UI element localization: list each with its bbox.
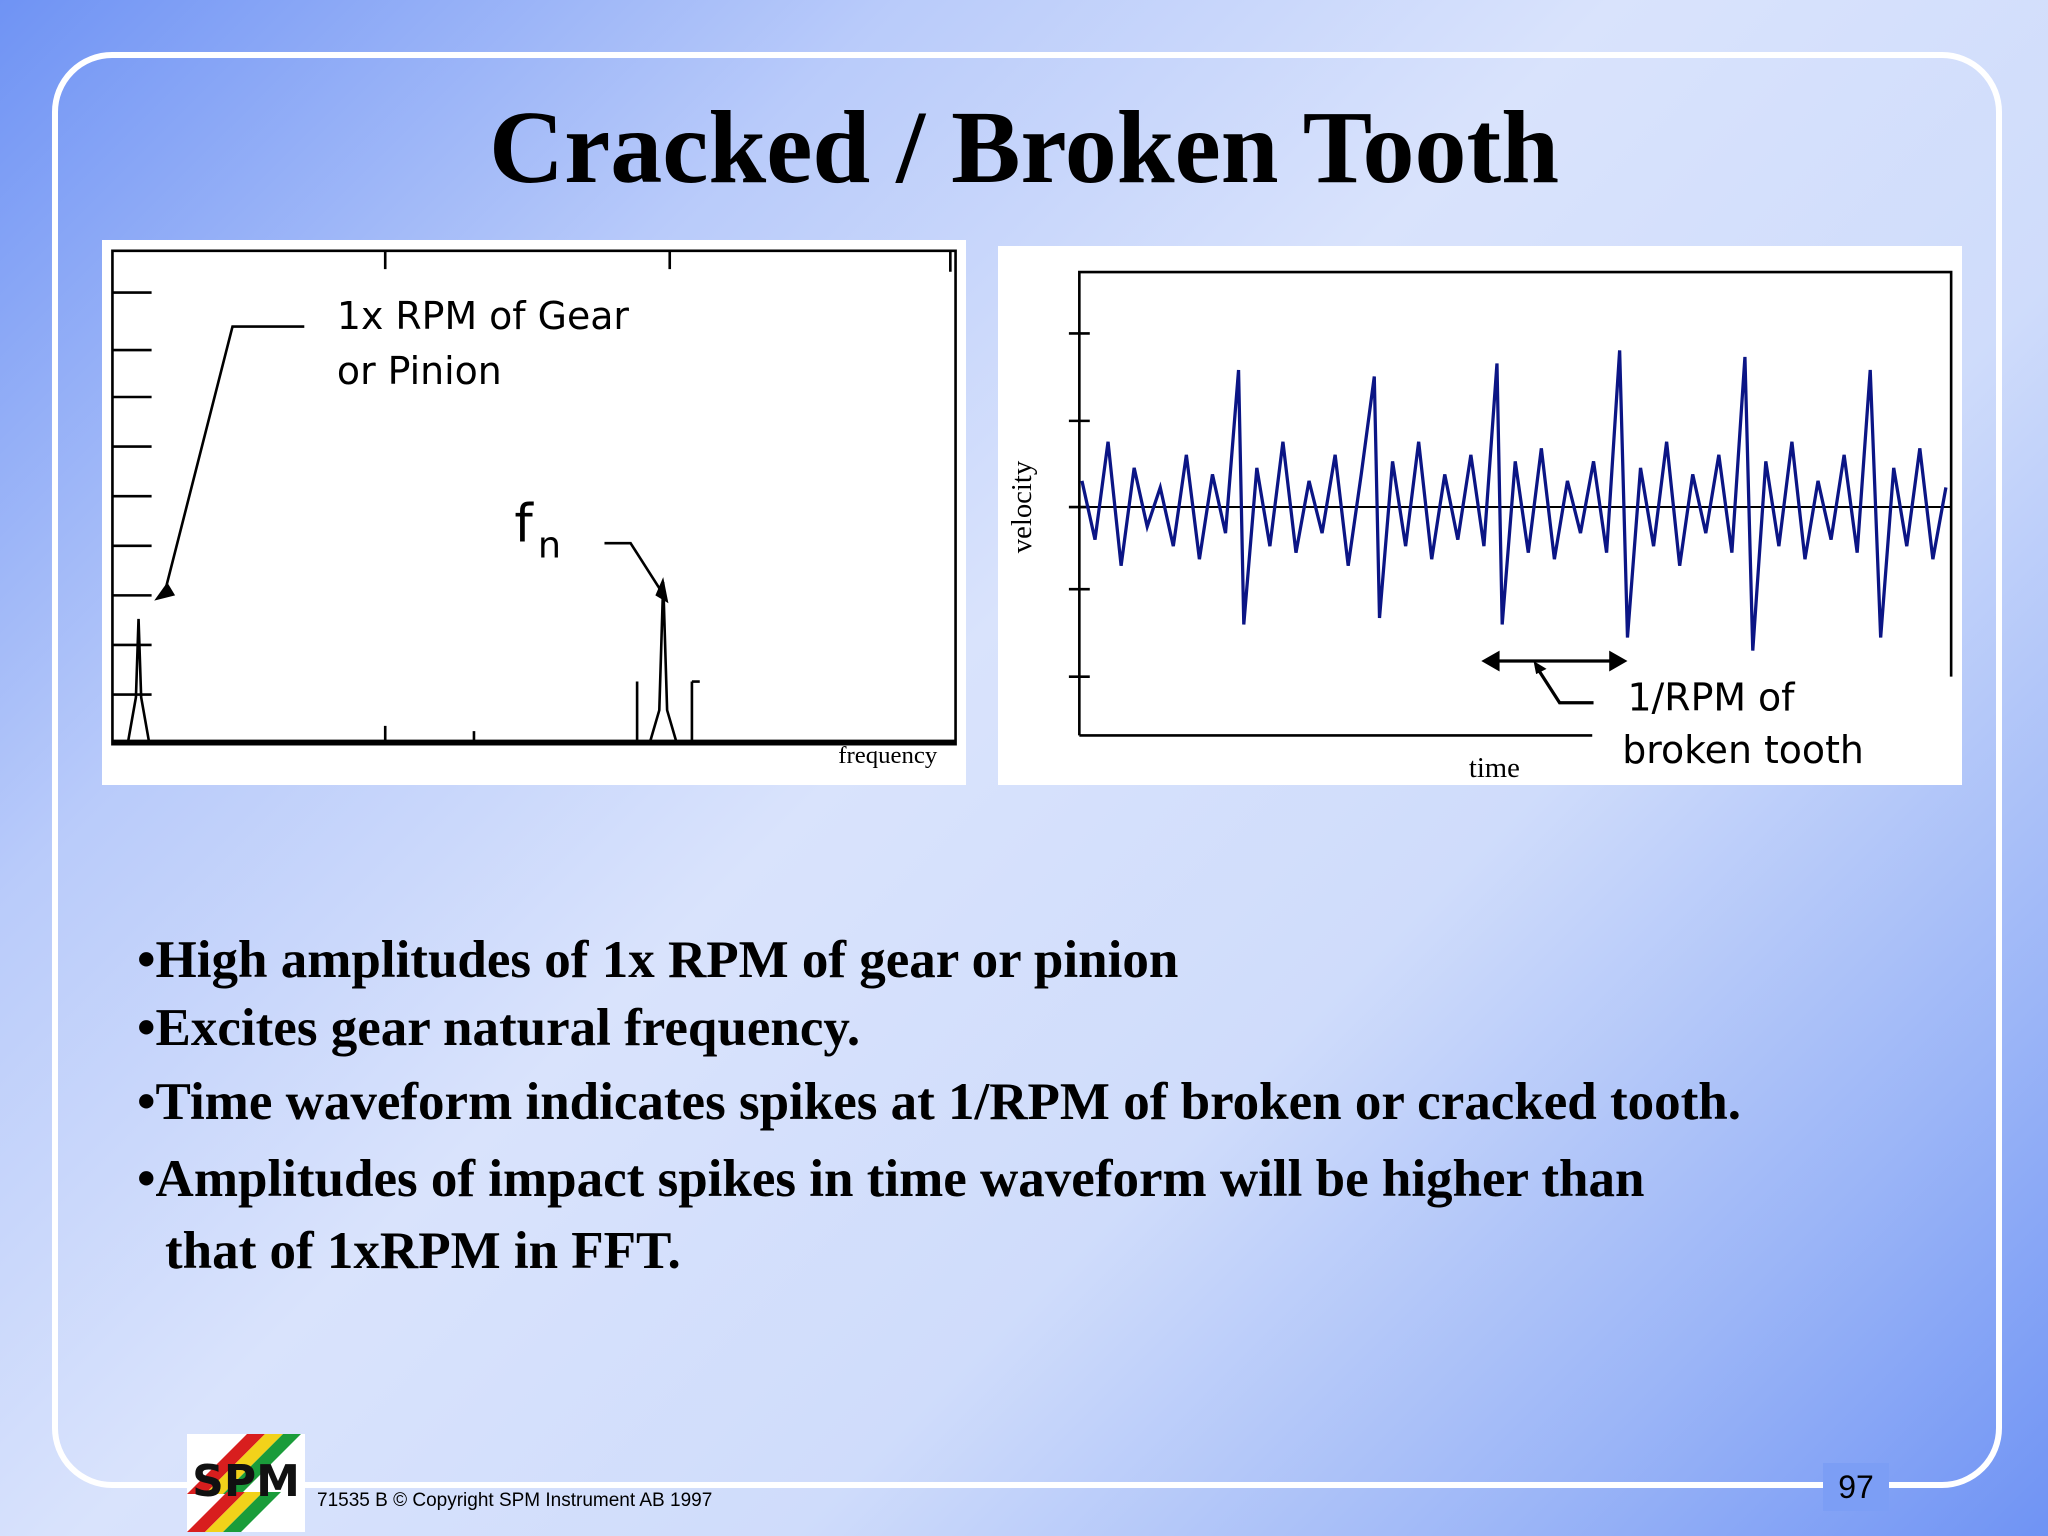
annotation: or Pinion — [337, 349, 502, 393]
peak-label: f — [514, 495, 534, 555]
bullet-list: •High amplitudes of 1x RPM of gear or pi… — [137, 925, 1741, 1281]
peak-label-subscript: n — [538, 524, 561, 567]
waveform-figure: velocity time 1/RPM of broken tooth — [998, 246, 1962, 785]
slide-frame — [52, 52, 2002, 1488]
bullet-text: •Time waveform indicates spikes at 1/RPM… — [137, 1073, 1742, 1131]
arrowhead — [655, 577, 669, 604]
page-number: 97 — [1823, 1463, 1889, 1511]
bullet-text: •Excites gear natural frequency. — [137, 999, 861, 1057]
spectrum-figure: 1x RPM of Gear or Pinion f n frequency — [102, 240, 966, 785]
bullet: •Excites gear natural frequency. — [137, 993, 1741, 1063]
logo: SPM — [187, 1434, 305, 1532]
bullet-text: •High amplitudes of 1x RPM of gear or pi… — [137, 931, 1179, 989]
logo-text: SPM — [192, 1456, 300, 1507]
y-axis-label: velocity — [1006, 460, 1038, 553]
x-axis-label: time — [1469, 752, 1520, 784]
arrowhead — [154, 582, 176, 601]
annotation: 1x RPM of Gear — [337, 294, 629, 338]
bullet: •High amplitudes of 1x RPM of gear or pi… — [137, 925, 1741, 995]
bullet-text: that of 1xRPM in FFT. — [165, 1222, 681, 1280]
waveform — [1080, 350, 1948, 651]
copyright: 71535 B © Copyright SPM Instrument AB 19… — [317, 1490, 713, 1511]
bullet-text: •Amplitudes of impact spikes in time wav… — [137, 1150, 1645, 1208]
arrowhead — [1481, 650, 1628, 675]
annotation: broken tooth — [1622, 728, 1864, 772]
bullet: •Amplitudes of impact spikes in time wav… — [137, 1149, 1741, 1281]
bullet: •Time waveform indicates spikes at 1/RPM… — [137, 1067, 1741, 1137]
slide-title: Cracked / Broken Tooth — [488, 90, 1560, 205]
annotation: 1/RPM of — [1627, 676, 1796, 720]
x-axis-label: frequency — [838, 742, 938, 769]
